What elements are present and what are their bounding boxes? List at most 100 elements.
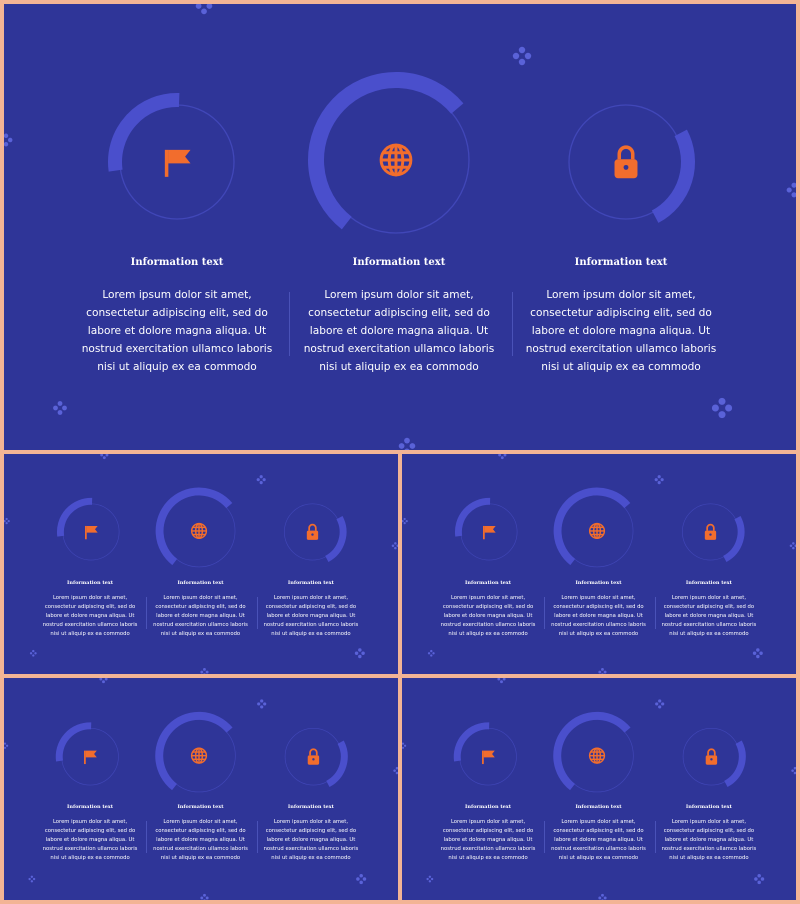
progress-ring-arc	[56, 497, 93, 537]
sparkle-decoration	[256, 475, 266, 485]
info-body: Lorem ipsum dolor sit amet, consectetur a…	[657, 594, 761, 639]
info-body-line: labore et dolore magna aliqua. Ut	[45, 837, 135, 844]
info-body-line: nostrud exercitation ullamco laboris	[661, 846, 757, 853]
progress-ring-arc	[55, 722, 92, 762]
info-body-line: nisi ut aliquip ex ea commodo	[448, 631, 528, 638]
slide-thumbnail[interactable]: Information text Lorem ipsum dolor sit am…	[4, 454, 398, 674]
info-body-line: nostrud exercitation ullamco laboris	[81, 343, 273, 355]
info-body-line: nisi ut aliquip ex ea commodo	[160, 631, 241, 638]
column-divider	[543, 597, 545, 630]
sparkle-decoration	[53, 401, 67, 415]
info-column: Information text Lorem ipsum dolor sit am…	[148, 678, 252, 900]
info-title: Information text	[287, 579, 334, 586]
info-body-line: nisi ut aliquip ex ea commodo	[558, 855, 639, 862]
info-body-line: consectetur adipiscing elit, sed do	[442, 604, 534, 611]
info-body: Lorem ipsum dolor sit amet, consectetur a…	[546, 818, 650, 863]
globe-icon	[190, 747, 208, 764]
info-column: Information text Lorem ipsum dolor sit am…	[148, 454, 252, 674]
info-body: Lorem ipsum dolor sit amet, consectetur a…	[259, 594, 363, 639]
progress-ring-arc	[155, 711, 233, 791]
sparkle-decoration	[393, 766, 398, 775]
info-body-line: labore et dolore magna aliqua. Ut	[87, 325, 267, 337]
slide-graphics	[402, 678, 796, 900]
progress-ring-arc	[325, 515, 347, 562]
globe-icon	[190, 522, 208, 540]
info-body-line: nisi ut aliquip ex ea commodo	[448, 855, 528, 862]
info-body-line: consectetur adipiscing elit, sed do	[44, 828, 136, 835]
info-body-line: consectetur adipiscing elit, sed do	[308, 307, 490, 319]
sparkle-decoration	[426, 875, 434, 883]
slide-thumbnail[interactable]: Information text Lorem ipsum dolor sit am…	[402, 454, 796, 674]
sparkle-decoration	[4, 133, 13, 147]
info-body-line: labore et dolore magna aliqua. Ut	[309, 325, 489, 337]
info-body: Lorem ipsum dolor sit amet, consectetur a…	[38, 818, 142, 863]
sparkle-decoration	[29, 649, 37, 657]
info-body-line: consectetur adipiscing elit, sed do	[44, 604, 136, 611]
flag-icon	[482, 750, 495, 765]
progress-ring-arc	[326, 740, 348, 787]
lock-icon	[705, 748, 718, 765]
info-body-line: Lorem ipsum dolor sit amet,	[163, 819, 238, 826]
info-body-line: nisi ut aliquip ex ea commodo	[160, 855, 241, 862]
info-column: Information text Lorem ipsum dolor sit am…	[436, 454, 540, 674]
flag-icon	[164, 149, 191, 177]
info-body: Lorem ipsum dolor sit amet, consectetur a…	[148, 818, 252, 863]
slide-graphics	[4, 678, 398, 900]
info-title: Information text	[465, 803, 512, 810]
info-title: Information text	[685, 579, 732, 586]
info-column: Information text Lorem ipsum dolor sit am…	[259, 678, 363, 900]
sparkle-decoration	[598, 893, 607, 900]
info-body-line: consectetur adipiscing elit, sed do	[155, 828, 246, 835]
info-body-line: Lorem ipsum dolor sit amet,	[450, 595, 526, 602]
info-body: Lorem ipsum dolor sit amet, consectetur a…	[72, 286, 282, 376]
info-body-line: nostrud exercitation ullamco laboris	[440, 846, 536, 853]
sparkle-decoration	[654, 475, 664, 485]
info-body: Lorem ipsum dolor sit amet, consectetur a…	[38, 594, 142, 639]
info-body: Lorem ipsum dolor sit amet, consectetur a…	[259, 818, 363, 863]
info-column: Information text Lorem ipsum dolor sit am…	[38, 454, 142, 674]
info-column: Information text Lorem ipsum dolor sit am…	[294, 4, 504, 450]
column-divider	[289, 292, 290, 356]
lock-icon	[306, 523, 319, 540]
info-body: Lorem ipsum dolor sit amet, consectetur a…	[546, 594, 650, 639]
info-body: Lorem ipsum dolor sit amet, consectetur a…	[436, 594, 540, 639]
info-body-line: labore et dolore magna aliqua. Ut	[266, 837, 356, 844]
flag-icon	[84, 750, 97, 765]
flag-icon	[85, 525, 98, 540]
info-body-line: nostrud exercitation ullamco laboris	[263, 846, 359, 853]
progress-ring-arc	[724, 740, 746, 787]
column-divider	[543, 821, 545, 854]
info-body-line: nostrud exercitation ullamco laboris	[153, 622, 248, 629]
info-column: Information text Lorem ipsum dolor sit am…	[546, 454, 650, 674]
info-column: Information text Lorem ipsum dolor sit am…	[72, 4, 282, 450]
sparkle-decoration	[4, 742, 9, 749]
slide-thumbnail[interactable]: Information text Lorem ipsum dolor sit am…	[4, 678, 398, 900]
sparkle-decoration	[4, 517, 10, 525]
info-body: Lorem ipsum dolor sit amet, consectetur a…	[436, 818, 540, 863]
info-title: Information text	[130, 257, 224, 268]
sparkle-decoration	[356, 874, 367, 885]
info-title: Information text	[575, 579, 622, 586]
info-body-line: labore et dolore magna aliqua. Ut	[45, 613, 135, 620]
info-column: Information text Lorem ipsum dolor sit am…	[516, 4, 726, 450]
globe-icon	[379, 143, 413, 177]
info-body-line: labore et dolore magna aliqua. Ut	[156, 613, 245, 620]
info-body: Lorem ipsum dolor sit amet, consectetur a…	[516, 286, 726, 376]
info-column: Information text Lorem ipsum dolor sit am…	[657, 678, 761, 900]
info-body-line: consectetur adipiscing elit, sed do	[265, 828, 357, 835]
sparkle-decoration	[752, 648, 763, 659]
info-title: Information text	[352, 257, 446, 268]
info-body-line: nisi ut aliquip ex ea commodo	[669, 631, 749, 638]
progress-ring-arc	[453, 722, 490, 762]
info-body-line: labore et dolore magna aliqua. Ut	[156, 837, 245, 844]
sparkle-decoration	[257, 699, 267, 709]
sparkle-decoration	[28, 875, 36, 883]
progress-ring-arc	[454, 497, 491, 537]
column-divider	[145, 821, 147, 854]
column-divider	[512, 292, 513, 356]
sparkle-decoration	[402, 517, 408, 525]
slide-thumbnail[interactable]: Information text Lorem ipsum dolor sit am…	[402, 678, 796, 900]
info-body-line: nostrud exercitation ullamco laboris	[42, 846, 138, 853]
info-body-line: Lorem ipsum dolor sit amet,	[52, 819, 128, 826]
sparkle-decoration	[100, 454, 109, 460]
